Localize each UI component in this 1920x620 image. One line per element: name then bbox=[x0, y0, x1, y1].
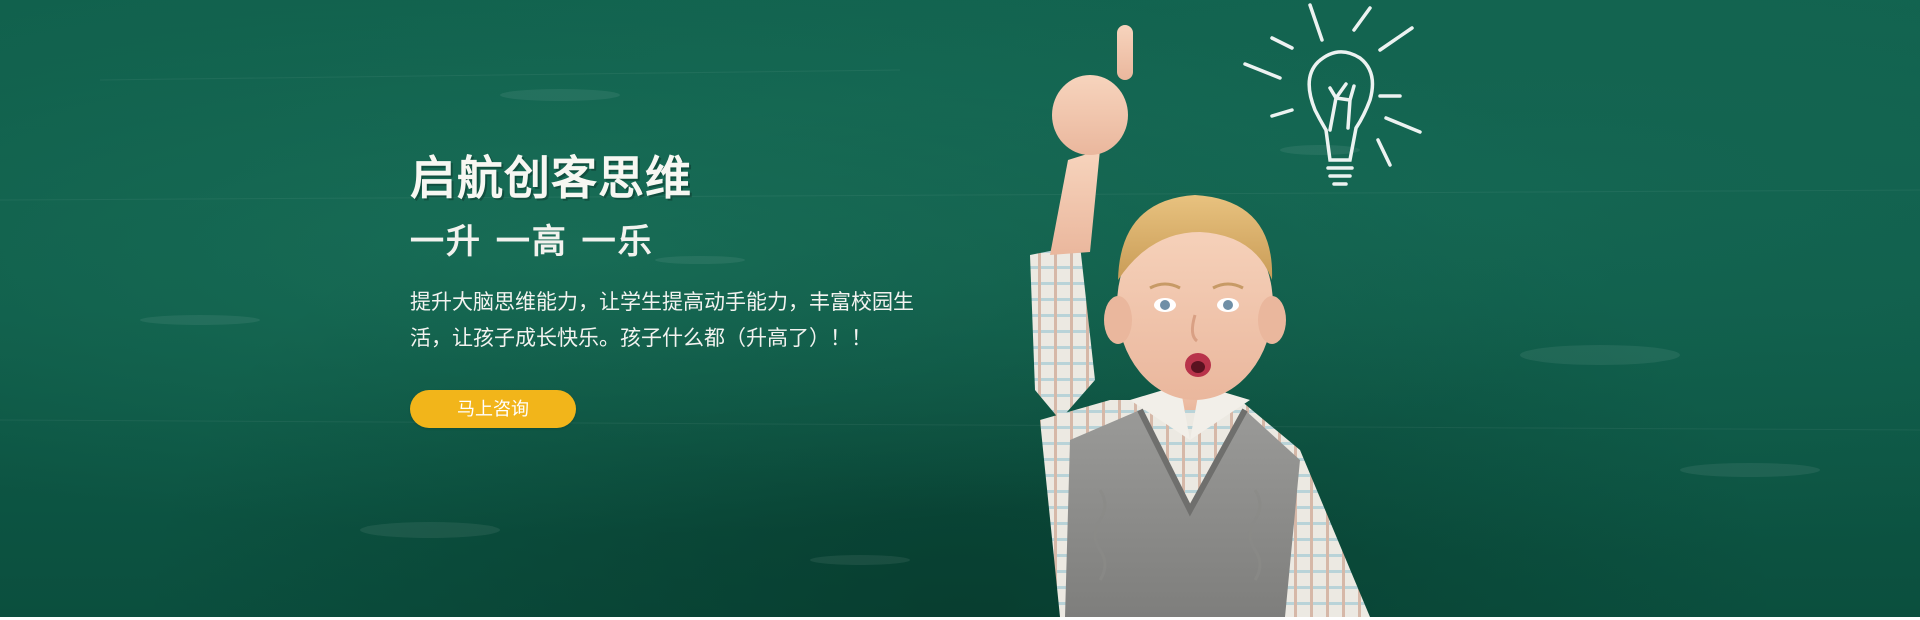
hero-description: 提升大脑思维能力，让学生提高动手能力，丰富校园生活，让孩子成长快乐。孩子什么都（… bbox=[410, 290, 914, 350]
chalk-lightbulb-icon bbox=[1243, 3, 1422, 186]
hero-text-block: 启航创客思维 一升 一高 一乐 提升大脑思维能力，让学生提高动手能力，丰富校园生… bbox=[410, 150, 970, 356]
hero-subtitle: 一升 一高 一乐 bbox=[410, 222, 654, 262]
page-bottom-strip bbox=[0, 617, 1920, 620]
consult-now-button[interactable]: 马上咨询 bbox=[410, 390, 576, 428]
hero-title: 启航创客思维 bbox=[410, 151, 692, 205]
boy-pointing-up-photo bbox=[1030, 25, 1370, 617]
